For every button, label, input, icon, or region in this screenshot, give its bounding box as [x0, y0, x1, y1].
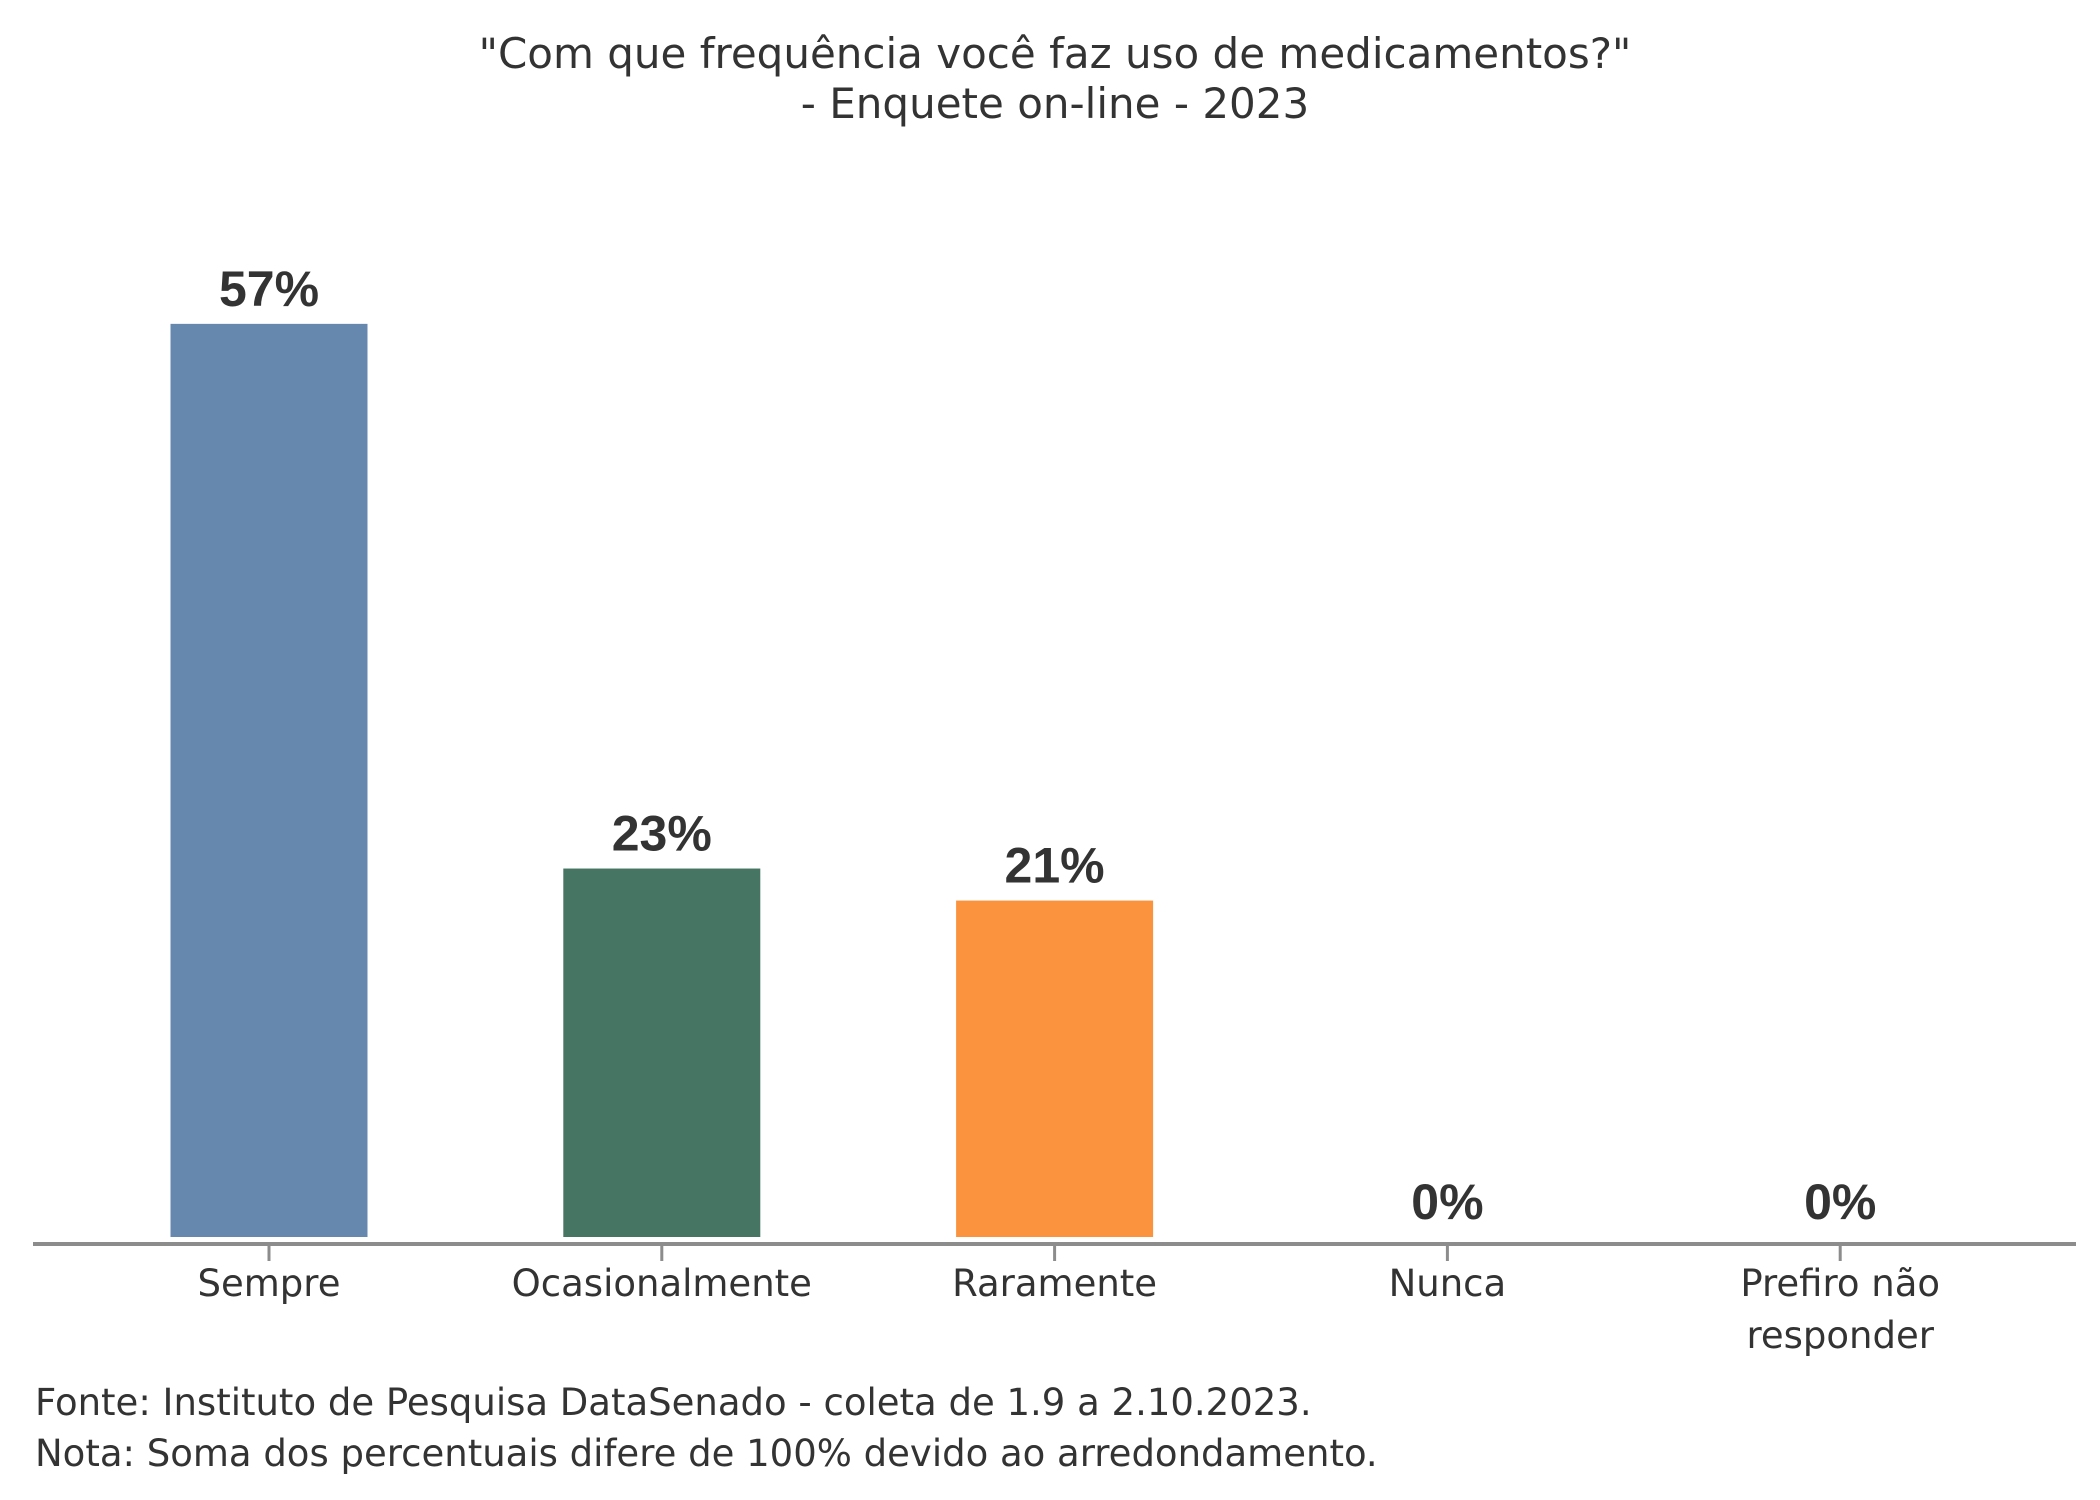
chart-title-line-1: "Com que frequência você faz uso de medi…	[479, 29, 1632, 78]
footer-note: Nota: Soma dos percentuais difere de 100…	[35, 1432, 1378, 1475]
chart-title-line-2: - Enquete on-line - 2023	[801, 79, 1309, 128]
bar-1	[563, 868, 761, 1237]
data-label: 0%	[1411, 1174, 1483, 1230]
data-label: 21%	[1005, 838, 1105, 894]
footer-source: Fonte: Instituto de Pesquisa DataSenado …	[35, 1381, 1312, 1424]
data-label: 57%	[219, 261, 319, 317]
data-label: 23%	[612, 806, 712, 862]
x-tick-label: Nunca	[1389, 1262, 1507, 1305]
x-tick-label: Prefiro não	[1740, 1262, 1940, 1305]
x-tick-label: Raramente	[952, 1262, 1157, 1305]
x-tick-label: Ocasionalmente	[512, 1262, 812, 1305]
bars: 57% 23% 21% 0% 0%	[170, 261, 1876, 1237]
x-tick-label: Sempre	[198, 1262, 341, 1305]
x-axis-ticks: Sempre Ocasionalmente Raramente Nunca Prefir…	[198, 1246, 1940, 1357]
data-label: 0%	[1804, 1174, 1876, 1230]
bar-0	[170, 323, 368, 1237]
x-tick-label: responder	[1746, 1314, 1934, 1357]
bar-2	[956, 900, 1154, 1237]
